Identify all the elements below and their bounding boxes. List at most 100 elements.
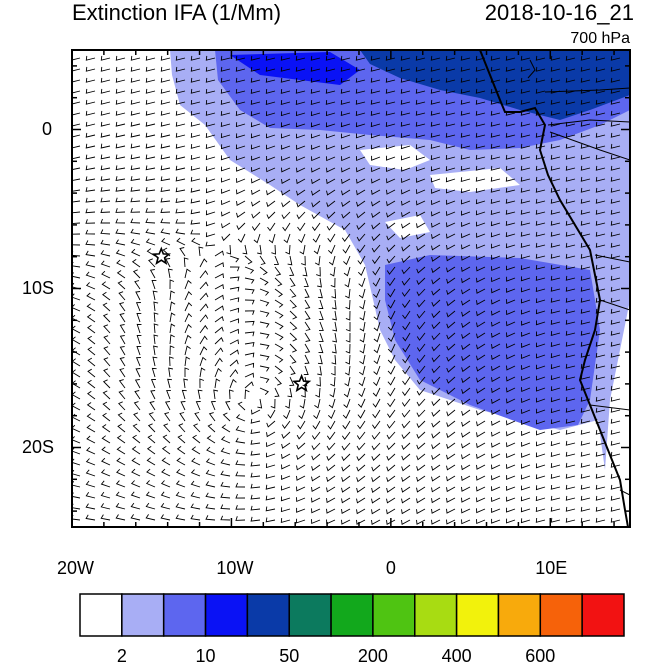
wind-barb	[610, 77, 621, 83]
wind-barb	[446, 409, 456, 417]
wind-barb	[167, 268, 173, 279]
wind-barb	[565, 506, 576, 512]
wind-barb	[274, 354, 284, 363]
wind-barb	[85, 229, 96, 235]
wind-barb	[295, 55, 306, 61]
wind-barb	[229, 266, 240, 272]
wind-barb	[359, 365, 366, 376]
wind-barb	[242, 244, 248, 255]
wind-barb	[295, 77, 306, 83]
wind-barb	[250, 494, 261, 500]
wind-barb	[476, 332, 486, 339]
wind-barb	[190, 503, 201, 510]
wind-barb	[195, 401, 201, 411]
wind-barb	[86, 292, 96, 301]
colorbar	[79, 593, 625, 637]
wind-barb	[265, 495, 276, 501]
wind-barb	[145, 502, 156, 510]
wind-barb	[176, 237, 186, 246]
wind-barbs	[72, 55, 621, 526]
wind-barb	[580, 77, 591, 83]
colorbar-swatch	[288, 593, 332, 637]
wind-barb	[373, 343, 381, 354]
wind-barb	[565, 77, 576, 83]
wind-barb	[371, 222, 381, 230]
wind-barb	[221, 166, 231, 172]
wind-barb	[550, 386, 561, 392]
wind-barb	[359, 299, 366, 310]
wind-barb	[169, 345, 175, 356]
wind-barb	[373, 376, 381, 387]
wind-barb	[446, 343, 456, 351]
wind-barb	[445, 88, 456, 94]
wind-barb	[206, 435, 216, 444]
colorbar-swatch	[581, 593, 625, 637]
wind-barb	[387, 387, 396, 397]
wind-barb	[401, 398, 411, 407]
wind-barb	[565, 110, 576, 116]
wind-barb	[130, 165, 141, 171]
wind-barb	[387, 288, 396, 298]
wind-barb	[520, 187, 531, 193]
wind-barb	[145, 491, 156, 499]
wind-barb	[550, 264, 561, 270]
wind-barb	[100, 176, 111, 182]
wind-barb	[220, 144, 231, 150]
wind-barb	[229, 307, 240, 313]
wind-barb	[326, 144, 336, 150]
wind-barb	[205, 503, 216, 510]
wind-barb	[281, 464, 291, 470]
wind-barb	[72, 176, 81, 182]
wind-barb	[304, 299, 311, 309]
wind-barb	[250, 55, 261, 61]
wind-barb	[280, 77, 291, 83]
wind-barb	[205, 133, 216, 139]
wind-barb	[476, 486, 486, 492]
wind-barb	[580, 484, 591, 490]
wind-barb	[236, 200, 246, 207]
wind-barb	[312, 233, 321, 243]
wind-barb	[100, 229, 111, 235]
wind-barb	[177, 434, 186, 444]
wind-barb	[326, 133, 336, 139]
wind-barb	[580, 429, 591, 435]
wind-barb	[302, 376, 308, 387]
wind-barb	[370, 122, 381, 128]
wind-barb	[431, 453, 441, 461]
wind-barb	[355, 55, 366, 61]
wind-barb	[221, 211, 231, 217]
wind-barb	[550, 242, 561, 248]
wind-barb	[385, 77, 396, 83]
wind-barb	[580, 506, 591, 512]
wind-barb	[85, 77, 96, 83]
wind-barb	[387, 376, 396, 386]
wind-barb	[281, 431, 291, 439]
wind-barb	[207, 423, 216, 433]
wind-barb	[356, 431, 366, 440]
wind-barb	[446, 288, 456, 296]
wind-barb	[133, 412, 141, 422]
wind-barb	[475, 66, 486, 72]
wind-barb	[476, 475, 486, 481]
wind-barb	[506, 486, 516, 491]
wind-barb	[415, 55, 426, 61]
wind-barb	[149, 401, 156, 411]
wind-barb	[416, 255, 426, 263]
clear-gap-3	[385, 215, 430, 238]
wind-barb	[610, 308, 621, 314]
wind-barb	[431, 398, 441, 407]
wind-barb	[301, 387, 306, 398]
wind-barb	[461, 497, 471, 503]
wind-barb	[150, 390, 156, 400]
wind-barb	[610, 484, 621, 490]
wind-barb	[461, 519, 471, 525]
wind-barb	[244, 342, 255, 347]
colorbar-tick-label: 50	[279, 646, 300, 666]
wind-barb	[386, 244, 396, 253]
wind-barb	[268, 233, 276, 244]
wind-barb	[86, 402, 96, 411]
wind-barb	[341, 144, 351, 150]
wind-barb	[266, 200, 276, 208]
wind-barb	[491, 343, 501, 350]
wind-barb	[431, 376, 441, 385]
